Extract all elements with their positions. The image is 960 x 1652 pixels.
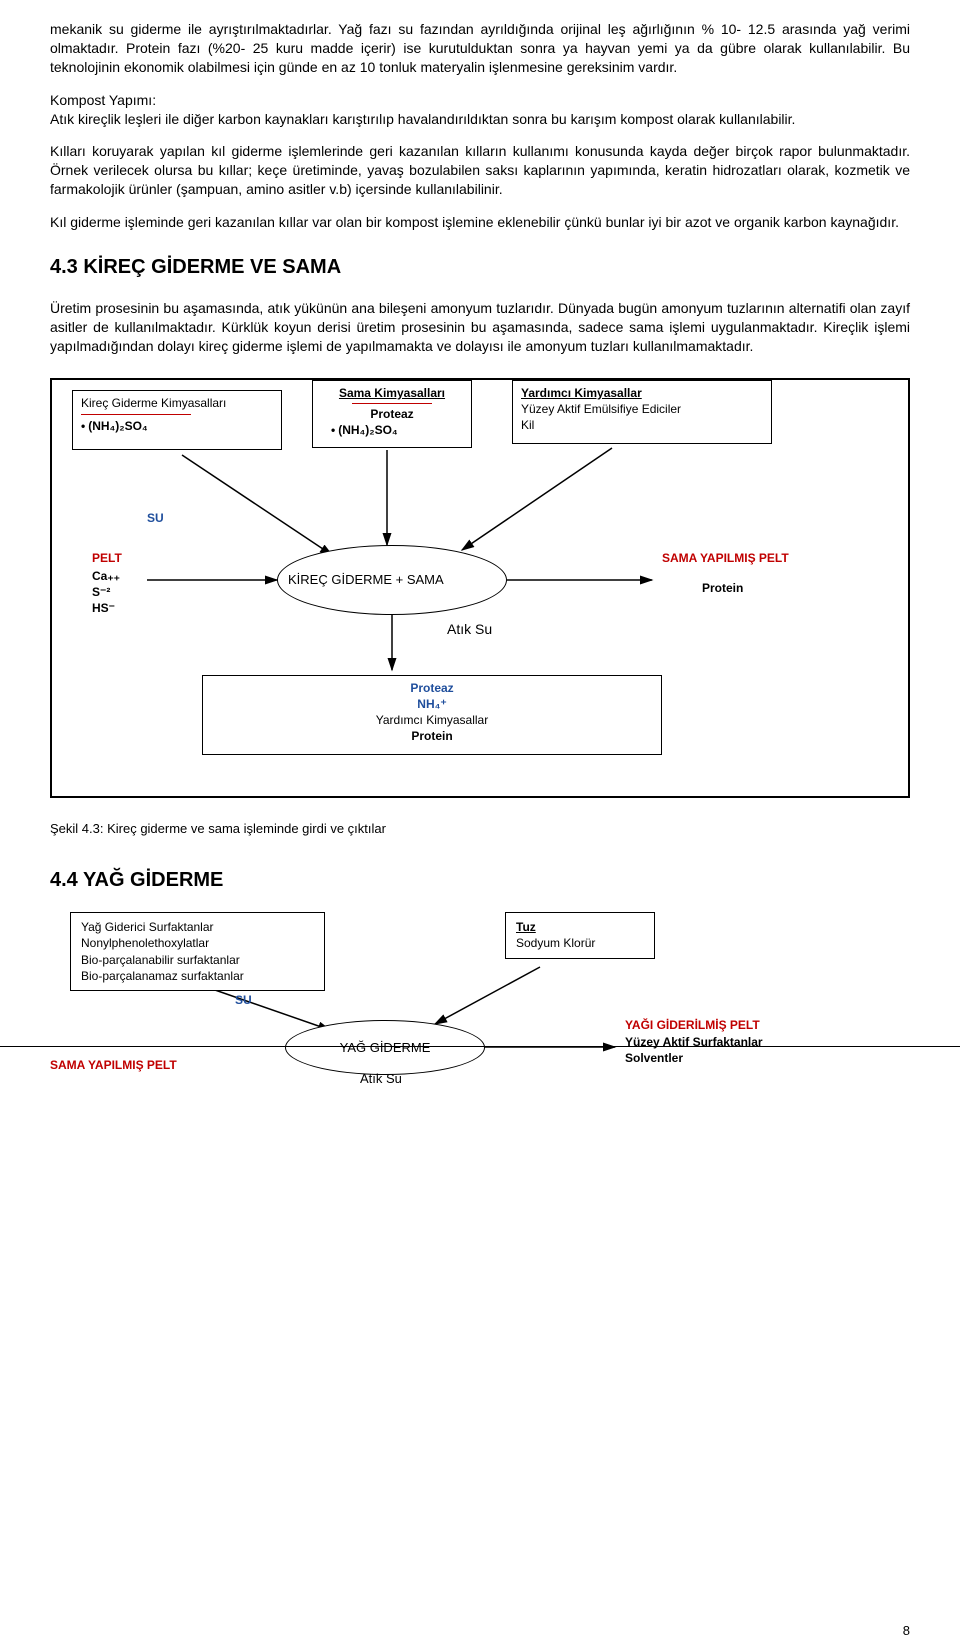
kompost-body: Atık kireçlik leşleri ile diğer karbon k… — [50, 110, 910, 129]
box-yag-giderici: Yağ Giderici Surfaktanlar Nonylphenoleth… — [70, 912, 325, 991]
box-line: Kil — [521, 417, 763, 433]
diagram-4-3: Kireç Giderme Kimyasalları (NH₄)₂SO₄ Sam… — [50, 378, 910, 798]
box-title: Tuz — [516, 919, 644, 935]
right-out-l2: Solventler — [625, 1050, 683, 1066]
intro-p1: mekanik su giderme ile ayrıştırılmaktadı… — [50, 20, 910, 77]
section-4-3-heading: 4.3 KİREÇ GİDERME VE SAMA — [50, 254, 910, 281]
process-oval: KİREÇ GİDERME + SAMA — [277, 545, 507, 615]
label-atik-su-2: Atık Su — [360, 1070, 402, 1088]
process-oval-2: YAĞ GİDERME — [285, 1020, 485, 1075]
right-out-l1: Yüzey Aktif Surfaktanlar — [625, 1034, 763, 1050]
label-su: SU — [147, 510, 164, 526]
kompost-title: Kompost Yapımı: — [50, 91, 910, 110]
box-sama-kimyasallari: Sama Kimyasalları Proteaz (NH₄)₂SO₄ — [312, 380, 472, 448]
l4: Bio-parçalanamaz surfaktanlar — [81, 968, 314, 984]
diagram-4-4: Yağ Giderici Surfaktanlar Nonylphenoleth… — [50, 912, 910, 1082]
box-kirec-giderme-kimyasallari: Kireç Giderme Kimyasalları (NH₄)₂SO₄ — [72, 390, 282, 450]
label-sama-yapilmis-pelt: SAMA YAPILMIŞ PELT — [662, 550, 789, 566]
oval-text: YAĞ GİDERME — [340, 1039, 431, 1057]
box-yardimci-kimyasallar: Yardımcı Kimyasallar Yüzey Aktif Emülsif… — [512, 380, 772, 444]
intro-p4: Kıl giderme işleminde geri kazanılan kıl… — [50, 213, 910, 232]
l2: Nonylphenolethoxylatlar — [81, 935, 314, 951]
box-tuz: Tuz Sodyum Klorür — [505, 912, 655, 958]
line1: Sodyum Klorür — [516, 935, 644, 951]
label-su: SU — [235, 992, 252, 1008]
bottom-l4: Protein — [211, 728, 653, 744]
box-title: Kireç Giderme Kimyasalları — [81, 395, 273, 411]
label-sama-yapilmis-pelt-2: SAMA YAPILMIŞ PELT — [50, 1057, 177, 1073]
pelt-sub1: Ca₊₊ — [92, 568, 120, 584]
label-protein: Protein — [702, 580, 743, 596]
bottom-l2: NH₄⁺ — [211, 696, 653, 712]
sec43-p1: Üretim prosesinin bu aşamasında, atık yü… — [50, 299, 910, 356]
section-4-4-heading: 4.4 YAĞ GİDERME — [50, 867, 910, 894]
box-title: Yardımcı Kimyasallar — [521, 385, 763, 401]
figure-4-3-caption: Şekil 4.3: Kireç giderme ve sama işlemin… — [50, 820, 910, 838]
label-yagi-giderilmis-pelt: YAĞI GİDERİLMİŞ PELT — [625, 1017, 760, 1033]
l3: Bio-parçalanabilir surfaktanlar — [81, 952, 314, 968]
pelt-sub2: S⁻² — [92, 584, 110, 600]
pelt-sub3: HS⁻ — [92, 600, 115, 616]
page-number: 8 — [903, 1622, 910, 1640]
bottom-l1: Proteaz — [211, 680, 653, 696]
label-pelt: PELT — [92, 550, 122, 566]
oval-text: KİREÇ GİDERME + SAMA — [288, 571, 444, 589]
l1: Yağ Giderici Surfaktanlar — [81, 919, 314, 935]
box-line: (NH₄)₂SO₄ — [81, 418, 273, 434]
box-bold: Proteaz — [321, 406, 463, 422]
box-title: Sama Kimyasalları — [321, 385, 463, 401]
intro-p3: Kılları koruyarak yapılan kıl giderme iş… — [50, 142, 910, 199]
bottom-l3: Yardımcı Kimyasallar — [211, 712, 653, 728]
box-line: (NH₄)₂SO₄ — [321, 422, 463, 438]
label-atik-su: Atık Su — [447, 620, 492, 639]
box-line: Yüzey Aktif Emülsifiye Ediciler — [521, 401, 763, 417]
box-bottom-outputs: Proteaz NH₄⁺ Yardımcı Kimyasallar Protei… — [202, 675, 662, 755]
